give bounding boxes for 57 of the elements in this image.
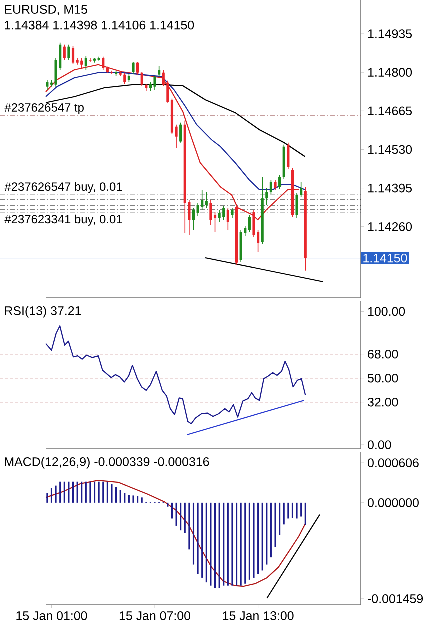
candlestick — [226, 208, 230, 230]
candlestick — [158, 66, 161, 78]
candlestick — [89, 58, 92, 62]
candlestick — [102, 56, 105, 70]
candlestick — [205, 192, 208, 208]
candlestick — [84, 56, 88, 70]
ref-line-label: #237623341 buy, 0.01 — [4, 214, 122, 226]
y-tick-label: 100.00 — [368, 307, 406, 316]
candlestick — [136, 62, 140, 76]
candlestick — [231, 208, 234, 218]
candlestick — [222, 206, 226, 220]
candlestick — [180, 122, 182, 144]
y-tick-label: 1.14260 — [368, 222, 412, 232]
candlestick — [192, 208, 196, 230]
ref-line-label: #237626547 buy, 0.01 — [4, 182, 122, 194]
candlestick — [270, 180, 272, 194]
candlestick — [278, 174, 282, 190]
candlestick — [154, 76, 156, 90]
y-tick-label: 1.14395 — [368, 184, 412, 193]
chart-title: MACD(12,26,9) -0.000339 -0.000316 — [5, 457, 210, 469]
y-tick-label: 0.000000 — [368, 498, 419, 508]
y-tick-label: 1.14530 — [368, 145, 412, 154]
chart-title: RSI(13) 37.21 — [5, 306, 82, 318]
ref-line-label: #237626547 tp — [4, 103, 84, 114]
text: 1.14384 1.14398 1.14106 1.14150 — [5, 20, 194, 30]
y-tick-label: -0.001459 — [368, 594, 424, 604]
candlestick — [287, 142, 290, 170]
y-tick-label: 68.00 — [368, 350, 398, 359]
y-tick-label: 1.14935 — [368, 30, 412, 38]
y-tick-label: 0.00 — [368, 440, 392, 450]
candlestick — [68, 44, 70, 60]
candlestick — [201, 190, 204, 210]
y-tick-label: 32.00 — [368, 398, 398, 407]
x-tick-label: 15 Jan 01:00 — [16, 612, 88, 620]
chart-title: EURUSD, M15 — [5, 5, 88, 16]
y-tick-label: 1.14665 — [368, 106, 412, 116]
candlestick — [124, 72, 126, 84]
x-tick-label: 15 Jan 13:00 — [223, 612, 294, 620]
candlestick — [274, 180, 277, 190]
y-tick-label: 0.000606 — [368, 458, 419, 468]
candlestick — [46, 80, 49, 90]
y-tick-label: 50.00 — [368, 374, 398, 383]
ref-line-label: 1.14150 — [364, 254, 408, 263]
y-tick-label: 1.14800 — [368, 68, 412, 77]
candlestick — [132, 62, 135, 74]
candlestick — [296, 192, 298, 218]
candlestick — [218, 210, 221, 222]
candlestick — [248, 214, 251, 232]
candlestick — [196, 202, 200, 216]
candlestick — [63, 44, 66, 60]
candlestick — [266, 188, 268, 206]
candlestick — [80, 58, 84, 68]
x-tick-label: 15 Jan 07:00 — [120, 612, 191, 620]
candlestick — [72, 46, 75, 64]
candlestick — [210, 200, 212, 226]
candlestick — [140, 72, 144, 86]
candlestick — [300, 182, 303, 198]
